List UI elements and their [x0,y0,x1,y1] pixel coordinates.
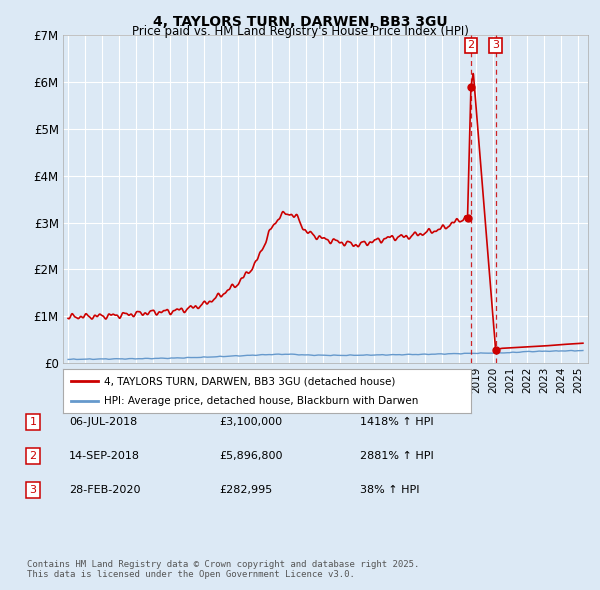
Text: 3: 3 [492,40,499,50]
Text: 3: 3 [29,486,37,495]
Text: 28-FEB-2020: 28-FEB-2020 [69,486,140,495]
Text: 2881% ↑ HPI: 2881% ↑ HPI [360,451,434,461]
Text: HPI: Average price, detached house, Blackburn with Darwen: HPI: Average price, detached house, Blac… [104,396,418,405]
Text: £3,100,000: £3,100,000 [219,417,282,427]
Text: 38% ↑ HPI: 38% ↑ HPI [360,486,419,495]
Text: Price paid vs. HM Land Registry's House Price Index (HPI): Price paid vs. HM Land Registry's House … [131,25,469,38]
Text: £282,995: £282,995 [219,486,272,495]
Text: 14-SEP-2018: 14-SEP-2018 [69,451,140,461]
Text: £5,896,800: £5,896,800 [219,451,283,461]
Text: 1: 1 [29,417,37,427]
Text: Contains HM Land Registry data © Crown copyright and database right 2025.
This d: Contains HM Land Registry data © Crown c… [27,560,419,579]
Text: 4, TAYLORS TURN, DARWEN, BB3 3GU (detached house): 4, TAYLORS TURN, DARWEN, BB3 3GU (detach… [104,376,395,386]
Text: 2: 2 [467,40,475,50]
Text: 1418% ↑ HPI: 1418% ↑ HPI [360,417,434,427]
Text: 4, TAYLORS TURN, DARWEN, BB3 3GU: 4, TAYLORS TURN, DARWEN, BB3 3GU [152,15,448,29]
Text: 06-JUL-2018: 06-JUL-2018 [69,417,137,427]
Text: 2: 2 [29,451,37,461]
